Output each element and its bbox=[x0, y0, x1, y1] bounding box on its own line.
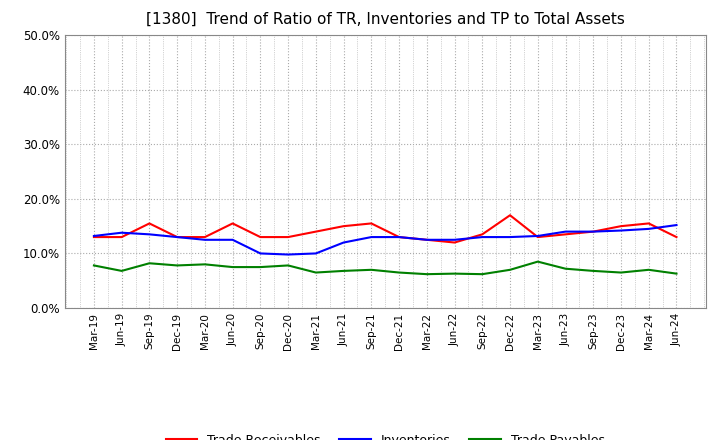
Inventories bbox=[89, 233, 98, 238]
Trade Payables bbox=[478, 271, 487, 277]
Trade Payables bbox=[534, 259, 542, 264]
Inventories bbox=[173, 235, 181, 240]
Trade Payables bbox=[616, 270, 625, 275]
Inventories bbox=[589, 229, 598, 234]
Trade Payables bbox=[395, 270, 403, 275]
Inventories bbox=[616, 228, 625, 233]
Trade Receivables bbox=[145, 221, 154, 226]
Trade Receivables bbox=[561, 232, 570, 237]
Line: Trade Payables: Trade Payables bbox=[94, 262, 677, 274]
Trade Receivables bbox=[201, 235, 210, 240]
Trade Receivables bbox=[616, 224, 625, 229]
Trade Payables bbox=[450, 271, 459, 276]
Trade Payables bbox=[672, 271, 681, 276]
Inventories bbox=[367, 235, 376, 240]
Trade Payables bbox=[228, 264, 237, 270]
Trade Receivables bbox=[117, 235, 126, 240]
Trade Receivables bbox=[367, 221, 376, 226]
Trade Payables bbox=[145, 260, 154, 266]
Trade Payables bbox=[201, 262, 210, 267]
Trade Payables bbox=[173, 263, 181, 268]
Inventories bbox=[117, 230, 126, 235]
Inventories bbox=[284, 252, 292, 257]
Inventories bbox=[145, 232, 154, 237]
Trade Payables bbox=[284, 263, 292, 268]
Inventories bbox=[534, 233, 542, 238]
Trade Receivables bbox=[644, 221, 653, 226]
Line: Inventories: Inventories bbox=[94, 225, 677, 254]
Inventories bbox=[672, 223, 681, 228]
Trade Receivables bbox=[589, 229, 598, 234]
Inventories bbox=[228, 237, 237, 242]
Trade Payables bbox=[423, 271, 431, 277]
Trade Receivables bbox=[423, 237, 431, 242]
Legend: Trade Receivables, Inventories, Trade Payables: Trade Receivables, Inventories, Trade Pa… bbox=[161, 429, 610, 440]
Inventories bbox=[478, 235, 487, 240]
Trade Receivables bbox=[284, 235, 292, 240]
Trade Payables bbox=[89, 263, 98, 268]
Inventories bbox=[395, 235, 403, 240]
Trade Payables bbox=[644, 267, 653, 272]
Trade Receivables bbox=[478, 232, 487, 237]
Inventories bbox=[561, 229, 570, 234]
Trade Receivables bbox=[339, 224, 348, 229]
Trade Payables bbox=[589, 268, 598, 274]
Trade Payables bbox=[505, 267, 514, 272]
Trade Payables bbox=[256, 264, 265, 270]
Inventories bbox=[339, 240, 348, 245]
Inventories bbox=[312, 251, 320, 256]
Trade Receivables bbox=[534, 235, 542, 240]
Trade Payables bbox=[117, 268, 126, 274]
Trade Payables bbox=[561, 266, 570, 271]
Inventories bbox=[423, 237, 431, 242]
Trade Receivables bbox=[505, 213, 514, 218]
Inventories bbox=[256, 251, 265, 256]
Trade Receivables bbox=[395, 235, 403, 240]
Trade Receivables bbox=[256, 235, 265, 240]
Inventories bbox=[644, 226, 653, 231]
Trade Payables bbox=[367, 267, 376, 272]
Trade Receivables bbox=[228, 221, 237, 226]
Inventories bbox=[450, 237, 459, 242]
Trade Receivables bbox=[89, 235, 98, 240]
Trade Receivables bbox=[312, 229, 320, 234]
Title: [1380]  Trend of Ratio of TR, Inventories and TP to Total Assets: [1380] Trend of Ratio of TR, Inventories… bbox=[145, 12, 625, 27]
Inventories bbox=[201, 237, 210, 242]
Line: Trade Receivables: Trade Receivables bbox=[94, 215, 677, 242]
Trade Payables bbox=[312, 270, 320, 275]
Trade Receivables bbox=[173, 235, 181, 240]
Trade Receivables bbox=[672, 235, 681, 240]
Inventories bbox=[505, 235, 514, 240]
Trade Receivables bbox=[450, 240, 459, 245]
Trade Payables bbox=[339, 268, 348, 274]
